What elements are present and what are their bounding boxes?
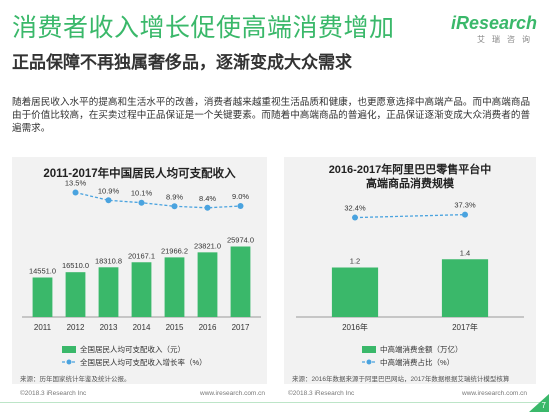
page-number-badge: 7 bbox=[529, 394, 549, 412]
legend-bar-swatch bbox=[62, 346, 76, 353]
page-number: 7 bbox=[541, 401, 546, 410]
line-point bbox=[352, 214, 358, 221]
line-value-label: 13.5% bbox=[65, 179, 87, 188]
bar-value-label: 14551.0 bbox=[29, 267, 56, 276]
bar bbox=[65, 272, 86, 317]
bar bbox=[331, 267, 379, 317]
line-point bbox=[72, 189, 79, 196]
line-value-label: 9.0% bbox=[232, 192, 249, 201]
legend-line-marker bbox=[366, 359, 372, 365]
bar-value-label: 23821.0 bbox=[194, 241, 221, 250]
footer-right-url: www.iresearch.com.cn bbox=[462, 390, 528, 397]
line-value-label: 10.1% bbox=[131, 189, 153, 198]
line-value-label: 10.9% bbox=[98, 186, 120, 195]
right-chart-panel: 2016-2017年阿里巴巴零售平台中高端商品消费规模 1.2 2016年 1.4 2… bbox=[284, 157, 536, 384]
footer-left-url: www.iresearch.com.cn bbox=[200, 390, 266, 397]
right-chart-title: 2016-2017年阿里巴巴零售平台中高端商品消费规模 bbox=[284, 163, 536, 191]
line-value-label: 37.3% bbox=[454, 201, 476, 210]
left-chart: 14551.0 2011 16510.0 2012 18310.8 2013 20167.1… bbox=[22, 179, 261, 367]
x-tick-label: 2011 bbox=[34, 323, 52, 332]
page-title: 消费者收入增长促使高端消费增加 bbox=[12, 14, 395, 42]
left-chart-source: 来源：历年国家统计年鉴及统计公报。 bbox=[20, 376, 131, 383]
x-tick-label: 2017年 bbox=[452, 322, 478, 332]
line-point bbox=[105, 197, 112, 204]
line-point bbox=[462, 211, 468, 218]
bar-value-label: 21966.2 bbox=[161, 246, 188, 255]
line-point bbox=[138, 199, 145, 206]
right-chart: 1.2 2016年 1.4 2017年 32.4% 37.3% 中高端消费金额（万亿） 中高端… bbox=[296, 201, 524, 367]
legend-bar-swatch bbox=[362, 346, 376, 353]
bar bbox=[98, 267, 119, 317]
bar bbox=[230, 246, 251, 317]
logo: iResearch 艾瑞咨询 bbox=[451, 14, 537, 45]
right-chart-title-text: 2016-2017年阿里巴巴零售平台中高端商品消费规模 bbox=[328, 164, 492, 190]
bar bbox=[441, 259, 489, 317]
line-point bbox=[237, 203, 244, 209]
footer-left-copyright: ©2018.3 iResearch Inc bbox=[20, 390, 87, 397]
line-value-label: 8.4% bbox=[199, 194, 216, 203]
bar-value-label: 16510.0 bbox=[62, 261, 89, 270]
footer-right-copyright: ©2018.3 iResearch Inc bbox=[288, 390, 355, 397]
line-point bbox=[171, 203, 178, 210]
logo-subtitle: 艾瑞咨询 bbox=[477, 35, 537, 44]
page-subtitle: 正品保障不再独属奢侈品，逐渐变成大众需求 bbox=[12, 53, 352, 72]
line-value-label: 32.4% bbox=[344, 204, 366, 213]
body-paragraph: 随着居民收入水平的提高和生活水平的改善，消费者越来越重视生活品质和健康，也更愿意… bbox=[12, 97, 531, 134]
line-series-path bbox=[354, 213, 466, 219]
bar-value-label: 18310.8 bbox=[95, 256, 122, 265]
legend-line-label: 全国居民人均可支配收入增长率（%） bbox=[80, 357, 207, 367]
bar bbox=[164, 257, 185, 317]
x-tick-label: 2013 bbox=[100, 323, 118, 332]
bar-value-label: 1.2 bbox=[350, 257, 360, 266]
x-tick-label: 2016年 bbox=[342, 322, 368, 332]
bar bbox=[32, 277, 53, 317]
bar bbox=[197, 252, 218, 317]
legend-line-marker bbox=[66, 359, 72, 365]
bar-value-label: 1.4 bbox=[460, 248, 470, 257]
bar-value-label: 20167.1 bbox=[128, 251, 155, 260]
x-tick-label: 2012 bbox=[67, 323, 85, 332]
logo-name: iResearch bbox=[450, 13, 537, 33]
bar-value-label: 25974.0 bbox=[227, 235, 254, 244]
bar bbox=[131, 262, 152, 317]
left-chart-panel: 2011-2017年中国居民人均可支配收入 14551.0 2011 16510.0… bbox=[12, 157, 267, 384]
x-tick-label: 2015 bbox=[166, 323, 184, 332]
legend-bar-label: 全国居民人均可支配收入（元） bbox=[80, 344, 185, 354]
legend-line-label: 中高端消费占比（%） bbox=[380, 357, 454, 367]
x-tick-label: 2016 bbox=[199, 323, 217, 332]
right-chart-source: 来源：2016年数据来源于阿里巴巴网站，2017年数据根据艾瑞统计模型核算 bbox=[292, 376, 510, 383]
x-tick-label: 2014 bbox=[133, 323, 151, 332]
x-tick-label: 2017 bbox=[232, 323, 250, 332]
line-value-label: 8.9% bbox=[166, 192, 183, 201]
line-point bbox=[204, 204, 211, 211]
legend-bar-label: 中高端消费金额（万亿） bbox=[380, 344, 463, 354]
footer-divider bbox=[0, 402, 549, 403]
left-chart-title: 2011-2017年中国居民人均可支配收入 bbox=[43, 168, 236, 180]
